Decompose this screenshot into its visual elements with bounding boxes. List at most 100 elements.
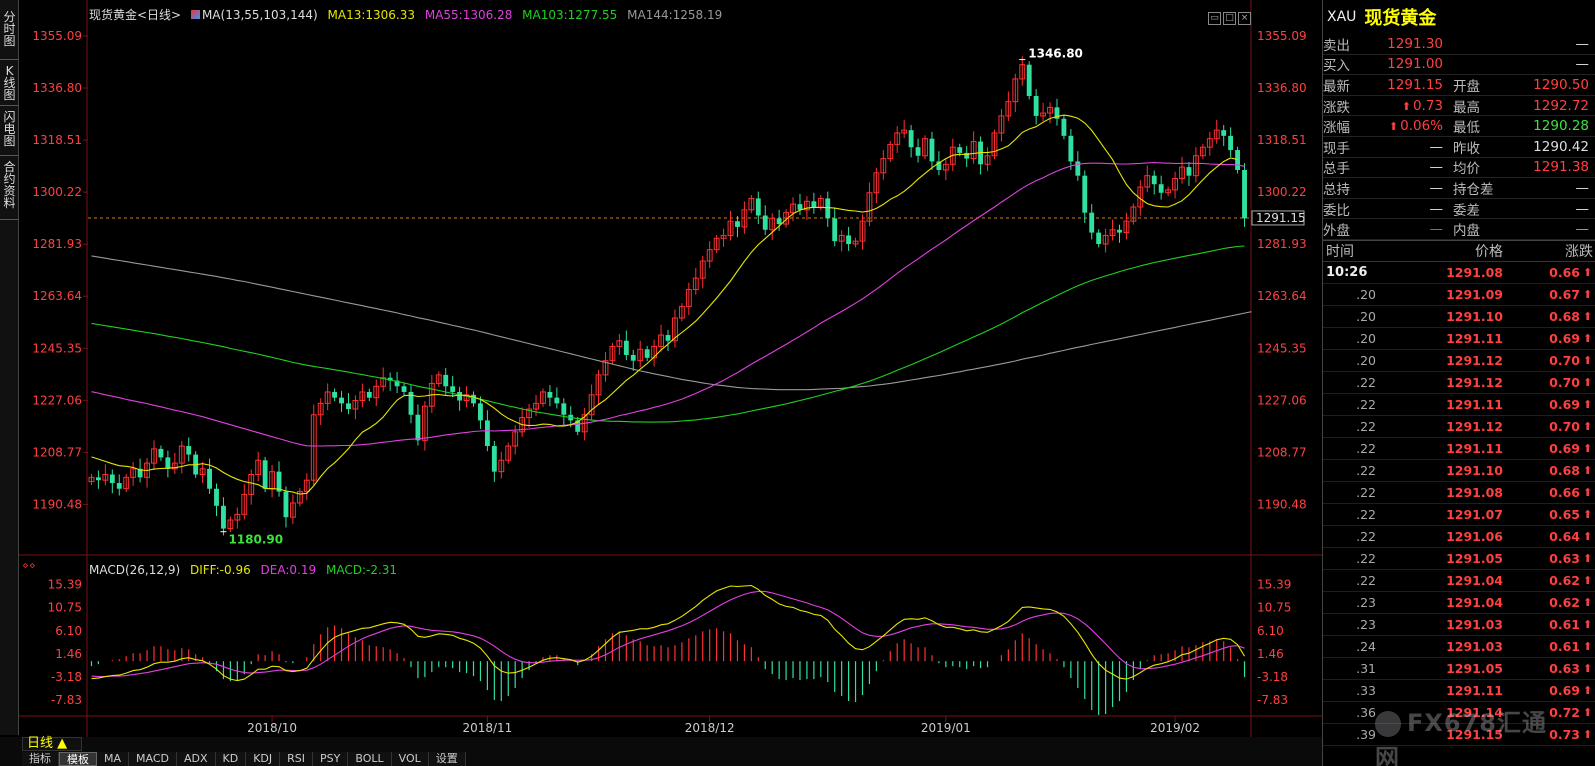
tick-time: .20 [1356,308,1376,324]
tick-time: .22 [1356,374,1376,390]
indicator-tab[interactable]: 指标 [22,752,59,766]
indicator-tab[interactable]: KD [215,752,247,766]
macd-y-tick-label-left: -7.83 [51,693,82,707]
tick-time: .33 [1356,682,1376,698]
period-selector[interactable]: 日线 ▲ [22,737,82,751]
current-price-label: 1291.15 [1256,211,1306,225]
quote-label: 卖出 [1323,37,1350,54]
candle-body [227,519,234,530]
x-tick-label: 2019/01 [921,721,971,735]
low-price-label: 1180.90 [228,533,283,547]
quote-value-2: 1290.28 [1533,118,1589,135]
current-price-box [1251,210,1305,226]
quote-value: — [1385,139,1444,155]
watermark-logo: FX678汇通网 [1375,703,1565,766]
candle-body [443,374,449,387]
candle-body [471,394,476,404]
candle-body [1096,232,1102,244]
quote-value: — [1385,180,1444,196]
tick-price: 1291.03 [1446,616,1503,632]
up-arrow-icon: ⬆ [1583,375,1593,389]
candle-body [1228,135,1234,151]
quote-value: — [1385,159,1444,175]
candle-body [964,152,970,159]
candle-body [1109,229,1116,236]
candle-body [957,147,963,153]
candle-body [380,377,387,387]
quote-value-text: 0.73 [1412,97,1443,114]
maximize-icon[interactable]: □ [1223,12,1236,25]
indicator-tab[interactable]: PSY [313,752,349,766]
tick-change: 0.65 [1549,506,1580,522]
candle-body [623,340,629,355]
candle-body [1130,206,1137,222]
candle-body [116,483,122,489]
tick-price: 1291.11 [1446,440,1503,456]
tick-change: 0.61 [1549,616,1580,632]
candle-body [283,491,289,518]
candle-body [901,129,908,134]
tick-list[interactable]: 10:26 1291.08 0.66 ⬆ .20 1291.09 0.67 ⬆ .20 1291.… [1323,262,1595,746]
up-arrow-icon: ⬆ [1583,595,1593,609]
candle-body [984,155,991,165]
candle-body [970,141,977,160]
quote-label-2: 委差 [1453,202,1480,219]
tick-row: .20 1291.11 0.69 ⬆ [1323,328,1595,350]
candle-body [1047,106,1053,114]
candle-body [171,462,178,470]
candle-body [1206,138,1213,148]
indicator-tab[interactable]: 设置 [428,752,466,766]
up-arrow-icon: ⬆ [1583,287,1593,301]
up-arrow-icon: ⬆ [1583,727,1593,741]
quote-label-2: 持仓差 [1453,181,1494,198]
indicator-tab[interactable]: BOLL [348,752,392,766]
candle-body [769,217,776,231]
candle-body [644,349,650,358]
tick-price: 1291.07 [1446,506,1503,522]
candle-body [685,289,692,308]
tick-change: 0.62 [1549,594,1580,610]
tick-change: 0.63 [1549,550,1580,566]
quote-label: 总持 [1323,181,1350,198]
price-chart[interactable]: 1355.09 1355.09 1336.80 1336.80 1318.51 1318.… [0,0,1322,737]
tab-kline[interactable]: K线图 [0,62,19,106]
indicator-tab[interactable]: RSI [280,752,314,766]
tab-flash[interactable]: 闪电图 [0,108,19,156]
quote-row: 涨跌 ⬆ 0.73 最高 1292.72 [1323,96,1595,117]
tick-time: .22 [1356,572,1376,588]
candle-body [706,249,713,262]
ma13-line [91,114,1238,495]
close-icon[interactable]: × [1238,12,1251,25]
ma55-line [91,162,1245,447]
tab-timeshare[interactable]: 分时图 [0,8,19,60]
candle-body [1117,229,1122,233]
tick-row: .22 1291.11 0.69 ⬆ [1323,438,1595,460]
tab-contract-info[interactable]: 合约资料 [0,158,19,220]
candle-body [908,130,914,148]
tick-change: 0.66 [1549,264,1580,280]
ma144-value: MA144:1258.19 [627,8,723,22]
candle-body [942,163,949,171]
indicator-tab[interactable]: VOL [391,752,429,766]
candle-body [929,138,935,162]
candle-body [880,158,887,174]
indicator-tab[interactable]: 模板 [59,752,97,766]
candle-body [811,201,817,207]
macd-y-tick-label-left: -3.18 [51,670,82,684]
indicator-settings-icon[interactable]: ⋄⋄ [22,559,36,572]
indicator-tab[interactable]: MACD [129,752,177,766]
indicator-tab[interactable]: MA [97,752,130,766]
candle-body [276,471,282,492]
restore-icon[interactable]: ▭ [1208,12,1221,25]
y-tick-label-left: 1318.51 [32,133,82,147]
up-arrow-icon: ⬆ [1583,397,1593,411]
watermark-text: FX678汇通网 [1375,709,1547,766]
candle-body [783,212,790,225]
quote-label: 买入 [1323,58,1350,75]
candle-body [561,403,567,415]
tick-price: 1291.12 [1446,352,1503,368]
indicator-tab[interactable]: KDJ [246,752,281,766]
y-tick-label-left: 1208.77 [32,445,82,459]
indicator-tab[interactable]: ADX [177,752,216,766]
candle-body [949,146,956,165]
